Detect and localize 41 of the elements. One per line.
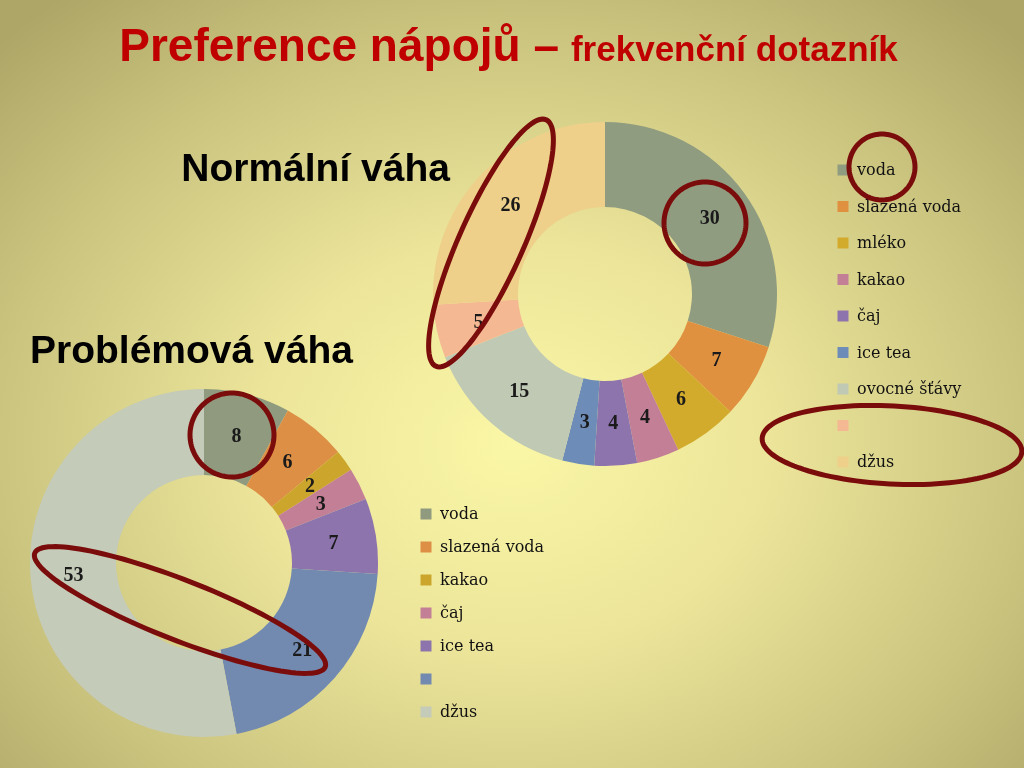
data-label: 30 <box>699 205 720 228</box>
legend-label: voda <box>856 160 896 179</box>
legend-label: slazená voda <box>857 196 962 216</box>
donut-slice <box>594 379 638 466</box>
legend-label: čaj <box>857 306 881 325</box>
data-label: 2 <box>304 474 315 496</box>
chart-title: Problémová váha <box>30 328 354 371</box>
data-label: 53 <box>63 563 84 586</box>
legend-label: ice tea <box>440 636 495 655</box>
data-label: 7 <box>328 530 339 553</box>
legend-label: kakao <box>440 570 489 589</box>
donut-slice <box>642 353 731 450</box>
data-label: 3 <box>579 409 590 432</box>
text: Preference nápojů – <box>119 19 559 71</box>
donut-slice <box>668 320 769 412</box>
legend-label: ovocné šťávy <box>857 379 962 398</box>
legend-label: mléko <box>857 233 907 252</box>
data-label: 6 <box>282 450 293 473</box>
text: Normální váha <box>181 146 451 189</box>
legend-label: slazená voda <box>440 537 545 556</box>
data-label: 4 <box>640 405 651 428</box>
data-label: 3 <box>315 491 326 514</box>
donut-slice <box>562 378 600 466</box>
data-label: 15 <box>509 379 530 402</box>
legend-label: voda <box>439 504 479 523</box>
data-label: 7 <box>711 347 722 370</box>
text: frekvenční dotazník <box>570 29 898 68</box>
legend-label: ice tea <box>857 342 912 362</box>
data-label: 8 <box>231 424 242 447</box>
legend-label: džus <box>440 702 478 721</box>
donut-slice <box>271 452 351 516</box>
legend-label: kakao <box>857 269 906 289</box>
donut-slice <box>285 498 378 574</box>
donut-slice <box>220 568 378 734</box>
legend-label: džus <box>857 452 895 471</box>
data-label: 4 <box>608 411 619 434</box>
donut-slice <box>278 469 366 531</box>
data-label: 6 <box>676 386 687 409</box>
data-label: 26 <box>500 193 521 216</box>
donut-slice <box>605 122 777 348</box>
legend-label: čaj <box>440 603 464 622</box>
